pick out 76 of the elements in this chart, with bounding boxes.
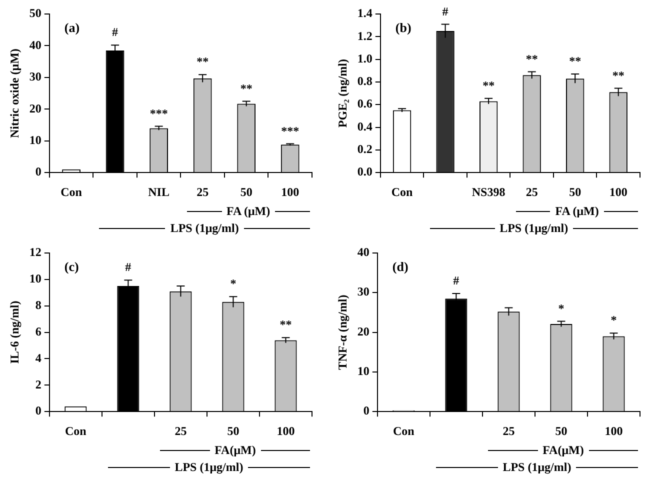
data-label: ** xyxy=(240,81,252,96)
data-label: # xyxy=(125,260,132,274)
text: FA (μM) xyxy=(226,204,272,219)
x-tick-label: 25 xyxy=(174,424,187,438)
data-label: ** xyxy=(280,318,292,332)
data-label: ** xyxy=(526,52,538,66)
y-tick-label: 0.4 xyxy=(357,119,372,134)
annotation: (a) xyxy=(64,20,80,35)
y-tick-label: 0.0 xyxy=(357,164,372,179)
x-tick-label: 100 xyxy=(609,184,628,199)
x-tick-label: 100 xyxy=(604,424,623,438)
text: LPS (1μg/ml) xyxy=(174,460,244,475)
text: FA(μM) xyxy=(542,443,585,458)
y-tick-label: 30 xyxy=(29,70,42,84)
data-label: *** xyxy=(150,106,168,120)
annotation: (b) xyxy=(395,20,412,35)
data-label: ** xyxy=(569,54,582,68)
data-label: # xyxy=(453,274,460,288)
x-tick-label: 50 xyxy=(555,424,568,438)
y-tick-label: 40 xyxy=(357,245,370,260)
y-tick-label: 50 xyxy=(29,6,42,20)
x-tick-label: NIL xyxy=(148,184,170,199)
x-tick-label: 25 xyxy=(196,184,209,199)
y-tick-label: 0 xyxy=(35,404,42,418)
x-tick-label: 100 xyxy=(281,184,300,199)
annotation: (c) xyxy=(64,258,79,274)
x-tick-label: Con xyxy=(60,184,82,199)
text: LPS (1μg/ml) xyxy=(498,221,570,236)
y-tick-label: 2 xyxy=(35,377,42,392)
y-tick-label: 8 xyxy=(35,298,42,312)
y-axis-title: TNF-α (ng/ml) xyxy=(335,294,350,370)
y-tick-label: 1.2 xyxy=(357,28,372,43)
y-tick-label: 10 xyxy=(29,272,42,286)
y-tick-label: 1.4 xyxy=(357,6,372,20)
data-label: # xyxy=(442,4,448,18)
x-tick-label: 25 xyxy=(502,424,515,438)
y-tick-label: 30 xyxy=(357,284,370,299)
y-tick-label: 20 xyxy=(357,324,370,338)
y-tick-label: 1.0 xyxy=(357,51,372,66)
y-axis-title: Nitric oxide (μM) xyxy=(7,48,22,138)
x-tick-label: Con xyxy=(392,424,415,438)
y-tick-label: 0 xyxy=(363,404,370,418)
x-tick-label: Con xyxy=(64,424,87,438)
y-tick-label: 40 xyxy=(29,38,42,52)
y-tick-label: 0.8 xyxy=(357,74,372,88)
data-label: *** xyxy=(281,124,300,138)
x-tick-label: 25 xyxy=(526,184,538,199)
y-tick-label: 20 xyxy=(29,101,42,116)
text: LPS (1μg/ml) xyxy=(502,460,572,475)
x-tick-label: NS398 xyxy=(472,184,506,199)
y-tick-label: 12 xyxy=(29,245,42,260)
y-tick-label: 0.2 xyxy=(357,142,372,156)
y-tick-label: 0.6 xyxy=(357,96,372,111)
y-tick-label: 6 xyxy=(35,324,42,338)
text: FA(μM) xyxy=(214,443,257,458)
text: LPS (1μg/ml) xyxy=(169,221,240,236)
data-label: ** xyxy=(612,68,624,82)
data-label: * xyxy=(230,276,236,291)
data-label: * xyxy=(610,313,617,328)
y-axis-title: IL-6 (ng/ml) xyxy=(7,300,22,364)
x-tick-label: 100 xyxy=(276,424,295,438)
x-tick-label: 50 xyxy=(569,184,582,199)
x-tick-label: Con xyxy=(391,184,414,199)
x-tick-label: 50 xyxy=(240,184,252,199)
x-tick-label: 50 xyxy=(227,424,240,438)
data-label: * xyxy=(558,301,564,316)
data-label: # xyxy=(112,25,118,40)
data-label: ** xyxy=(482,78,495,92)
y-tick-label: 4 xyxy=(35,350,42,365)
annotation: (d) xyxy=(392,258,408,274)
y-axis-title: PGE₂ (ng/ml) xyxy=(335,58,350,128)
text: FA (μM) xyxy=(554,204,600,219)
y-tick-label: 10 xyxy=(29,132,42,147)
data-label: ** xyxy=(196,54,209,69)
y-tick-label: 10 xyxy=(357,364,370,378)
y-tick-label: 0 xyxy=(35,164,42,179)
